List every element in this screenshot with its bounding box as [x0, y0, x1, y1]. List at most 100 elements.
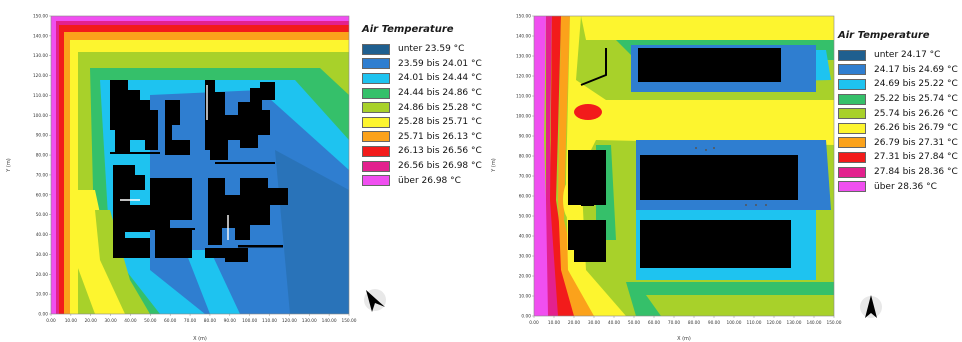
right-legend-label: 26.26 bis 26.79 °C	[874, 123, 958, 134]
right-x-axis-ticks: 0.00 10.00 20.00 30.00 40.00 50.00 60.00 70.00 8…	[529, 316, 842, 326]
left-legend: Air Temperature unter 23.59 °C 23.59 bis …	[362, 24, 482, 188]
right-x-tick-label: 40.00	[608, 320, 621, 326]
right-y-tick-label: 40.00	[519, 234, 532, 240]
left-legend-item: 26.56 bis 26.98 °C	[362, 159, 482, 174]
left-y-tick-label: 150.00	[33, 14, 48, 20]
left-y-tick-label: 50.00	[36, 212, 49, 218]
left-legend-item: 23.59 bis 24.01 °C	[362, 57, 482, 72]
right-y-tick-label: 70.00	[519, 174, 532, 180]
left-legend-swatch	[362, 116, 390, 128]
left-y-tick-label: 130.00	[33, 53, 48, 59]
right-legend-label: 24.17 bis 24.69 °C	[874, 64, 958, 75]
left-y-tick-label: 0.00	[38, 312, 48, 318]
left-y-axis-label: Y (m)	[6, 158, 12, 172]
right-legend-label: 27.31 bis 27.84 °C	[874, 152, 958, 163]
right-y-tick-label: 0.00	[521, 314, 531, 320]
left-y-tick-label: 90.00	[36, 133, 49, 139]
right-legend-swatch	[838, 137, 866, 149]
left-x-tick-label: 110.00	[262, 318, 277, 324]
left-legend-item: über 26.98 °C	[362, 173, 482, 188]
right-y-tick-label: 50.00	[519, 214, 532, 220]
right-legend-swatch	[838, 64, 866, 76]
left-x-tick-label: 10.00	[65, 318, 78, 324]
right-y-tick-label: 80.00	[519, 154, 532, 160]
left-x-tick-label: 50.00	[144, 318, 157, 324]
right-legend-item: 27.31 bis 27.84 °C	[838, 150, 958, 165]
right-x-tick-label: 110.00	[746, 320, 761, 326]
right-x-tick-label: 80.00	[688, 320, 701, 326]
right-x-tick-label: 0.00	[529, 320, 539, 326]
right-x-tick-label: 50.00	[628, 320, 641, 326]
left-y-tick-label: 110.00	[33, 93, 48, 99]
right-y-axis-ticks: 0.00 10.00 20.00 30.00 40.00 50.00 60.00 70.00 8…	[516, 14, 534, 320]
right-y-tick-label: 90.00	[519, 134, 532, 140]
left-x-tick-label: 100.00	[242, 318, 257, 324]
left-legend-swatch	[362, 102, 390, 114]
right-legend-swatch	[838, 166, 866, 178]
right-temperature-map: 0.00 10.00 20.00 30.00 40.00 50.00 60.00 70.00 8…	[491, 14, 842, 342]
right-legend-item: 25.22 bis 25.74 °C	[838, 92, 958, 107]
right-legend-item: 26.79 bis 27.31 °C	[838, 136, 958, 151]
right-tree-markers	[695, 147, 767, 206]
left-y-tick-label: 10.00	[36, 292, 49, 298]
left-buildings	[110, 80, 288, 262]
left-legend-label: 24.86 bis 25.28 °C	[398, 102, 482, 113]
right-legend-label: 25.74 bis 26.26 °C	[874, 108, 958, 119]
right-y-tick-label: 10.00	[519, 294, 532, 300]
left-legend-swatch	[362, 58, 390, 70]
left-legend-item: 25.28 bis 25.71 °C	[362, 115, 482, 130]
left-x-tick-label: 130.00	[302, 318, 317, 324]
right-y-tick-label: 30.00	[519, 254, 532, 260]
left-y-tick-label: 60.00	[36, 192, 49, 198]
left-legend-swatch	[362, 175, 390, 187]
right-x-tick-label: 20.00	[568, 320, 581, 326]
left-y-tick-label: 120.00	[33, 73, 48, 79]
north-arrow-icon	[364, 289, 386, 312]
left-legend-item: 24.01 bis 24.44 °C	[362, 71, 482, 86]
left-legend-item: 26.13 bis 26.56 °C	[362, 144, 482, 159]
left-y-tick-label: 100.00	[33, 113, 48, 119]
right-y-tick-label: 20.00	[519, 274, 532, 280]
right-legend-label: unter 24.17 °C	[874, 50, 941, 61]
right-x-tick-label: 130.00	[786, 320, 801, 326]
left-building-courtyards	[120, 85, 229, 240]
left-x-tick-label: 150.00	[341, 318, 356, 324]
left-x-tick-label: 60.00	[164, 318, 177, 324]
left-y-axis-ticks: 0.00 10.00 20.00 30.00 40.00 50.00 60.00 70.00 8…	[33, 14, 51, 318]
right-y-tick-label: 140.00	[516, 34, 531, 40]
left-legend-swatch	[362, 145, 390, 157]
right-legend-swatch	[838, 49, 866, 61]
left-y-tick-label: 20.00	[36, 272, 49, 278]
right-building-walls	[580, 48, 607, 206]
right-legend-label: über 28.36 °C	[874, 181, 937, 192]
right-legend-item: 24.69 bis 25.22 °C	[838, 77, 958, 92]
left-x-tick-label: 20.00	[85, 318, 98, 324]
left-legend-label: 23.59 bis 24.01 °C	[398, 58, 482, 69]
left-plot-frame	[50, 15, 350, 315]
right-legend-items: unter 24.17 °C 24.17 bis 24.69 °C 24.69 bi…	[838, 48, 958, 194]
left-legend-item: 24.86 bis 25.28 °C	[362, 100, 482, 115]
right-temperature-map-panel: 0.00 10.00 20.00 30.00 40.00 50.00 60.00 70.00 8…	[486, 0, 962, 342]
left-x-tick-label: 120.00	[282, 318, 297, 324]
right-legend-swatch	[838, 181, 866, 193]
left-legend-label: 26.56 bis 26.98 °C	[398, 161, 482, 172]
right-legend: Air Temperature unter 24.17 °C 24.17 bis …	[838, 30, 958, 194]
right-x-tick-label: 30.00	[588, 320, 601, 326]
left-legend-item: 25.71 bis 26.13 °C	[362, 130, 482, 145]
right-y-tick-label: 100.00	[516, 114, 531, 120]
left-legend-swatch	[362, 43, 390, 55]
north-arrow-icon	[860, 295, 882, 318]
right-y-axis-label: Y (m)	[491, 158, 497, 172]
right-x-tick-label: 100.00	[726, 320, 741, 326]
right-legend-swatch	[838, 151, 866, 163]
left-legend-swatch	[362, 160, 390, 172]
right-y-tick-label: 60.00	[519, 194, 532, 200]
right-y-tick-label: 130.00	[516, 54, 531, 60]
right-legend-item: 26.26 bis 26.79 °C	[838, 121, 958, 136]
left-y-tick-label: 80.00	[36, 153, 49, 159]
right-legend-item: 27.84 bis 28.36 °C	[838, 165, 958, 180]
left-y-tick-label: 40.00	[36, 232, 49, 238]
left-legend-item: 24.44 bis 24.86 °C	[362, 86, 482, 101]
left-legend-label: 26.13 bis 26.56 °C	[398, 146, 482, 157]
right-legend-label: 25.22 bis 25.74 °C	[874, 94, 958, 105]
